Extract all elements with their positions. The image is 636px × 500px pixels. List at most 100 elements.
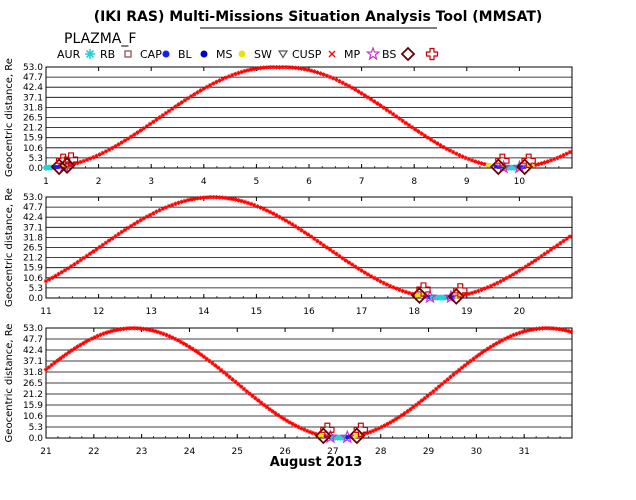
- panels: 0.05.310.615.921.226.531.837.142.447.753…: [4, 58, 574, 457]
- legend-label-aur: AUR: [57, 48, 81, 61]
- bs-crossing: [447, 287, 465, 305]
- y-tick-label: 31.8: [23, 368, 43, 378]
- legend-label-sw: SW: [254, 48, 272, 61]
- y-tick-label: 5.3: [29, 423, 43, 433]
- x-tick-label: 4: [201, 177, 207, 187]
- y-tick-label: 10.6: [23, 144, 43, 154]
- bs-plus-marker: [55, 153, 71, 168]
- x-tick-label: 21: [40, 447, 51, 457]
- x-tick-label: 13: [145, 307, 156, 317]
- legend-label-bs: BS: [382, 48, 396, 61]
- legend-symbol-mp: [365, 46, 381, 61]
- y-tick-label: 47.7: [23, 335, 43, 345]
- y-axis-label: Geocentric distance, Re: [4, 58, 15, 177]
- legend-symbol-cusp: [328, 50, 336, 58]
- bs-crossing: [410, 287, 428, 304]
- x-tick-label: 9: [464, 177, 470, 187]
- bs-crossing: [348, 427, 366, 445]
- legend-label-bl: BL: [178, 48, 193, 61]
- y-tick-label: 26.5: [23, 114, 43, 124]
- x-tick-label: 23: [136, 447, 147, 457]
- legend-symbol-plus: [425, 47, 439, 61]
- x-tick-label: 22: [88, 447, 99, 457]
- panel-2: 0.05.310.615.921.226.531.837.142.447.753…: [4, 188, 573, 317]
- legend-label-rb: RB: [100, 48, 115, 61]
- bs-plus-marker: [353, 422, 369, 438]
- y-tick-label: 47.7: [23, 73, 43, 83]
- legend-label-mp: MP: [344, 48, 360, 61]
- bs-plus-marker: [63, 152, 79, 167]
- aur-point: [442, 294, 449, 301]
- x-tick-label: 7: [359, 177, 365, 187]
- x-tick-label: 26: [279, 447, 291, 457]
- bs-crossing: [314, 427, 332, 445]
- y-axis-label: Geocentric distance, Re: [4, 188, 15, 307]
- y-tick-label: 37.1: [23, 223, 43, 233]
- y-tick-label: 42.4: [23, 346, 43, 356]
- panel-3: 0.05.310.615.921.226.531.837.142.447.753…: [4, 324, 574, 457]
- y-tick-label: 21.2: [23, 254, 43, 264]
- y-tick-label: 10.6: [23, 412, 43, 422]
- x-tick-label: 1: [43, 177, 49, 187]
- x-tick-label: 18: [408, 307, 420, 317]
- x-tick-label: 3: [148, 177, 154, 187]
- legend-label-cap: CAP: [140, 48, 162, 61]
- y-tick-label: 15.9: [23, 401, 43, 411]
- panel-frame: [45, 196, 573, 299]
- x-tick-label: 5: [254, 177, 260, 187]
- bs-crossing: [58, 157, 76, 174]
- x-tick-label: 15: [251, 307, 262, 317]
- mp-crossing: [323, 429, 338, 444]
- y-tick-label: 31.8: [23, 103, 43, 113]
- y-tick-label: 47.7: [23, 203, 43, 213]
- y-tick-label: 21.2: [23, 124, 43, 134]
- legend-label-cusp: CUSP: [292, 48, 322, 61]
- y-tick-label: 0.0: [29, 164, 44, 174]
- y-tick-label: 37.1: [23, 357, 43, 367]
- x-tick-label: 17: [356, 307, 367, 317]
- bs-plus-marker: [453, 283, 468, 298]
- x-tick-label: 25: [232, 447, 243, 457]
- bs-plus-marker: [521, 153, 536, 168]
- bs-crossing: [489, 158, 507, 176]
- x-tick-label: 19: [461, 307, 473, 317]
- y-tick-label: 0.0: [29, 294, 44, 304]
- y-tick-label: 26.5: [23, 244, 43, 254]
- y-tick-label: 21.2: [23, 390, 43, 400]
- legend-symbol-sw: [277, 50, 289, 59]
- legend-symbol-aur: [85, 49, 95, 59]
- x-tick-label: 6: [306, 177, 312, 187]
- y-tick-label: 10.6: [23, 274, 43, 284]
- legend-symbol-bl: [200, 50, 208, 58]
- figure-title: (IKI RAS) Multi-Missions Situation Analy…: [94, 9, 543, 25]
- y-tick-label: 15.9: [23, 134, 43, 144]
- x-tick-label: 11: [40, 307, 51, 317]
- legend-symbol-ms: [238, 50, 246, 58]
- y-axis-label: Geocentric distance, Re: [4, 324, 15, 443]
- legend-symbol-rb: [124, 50, 132, 58]
- x-tick-label: 27: [327, 447, 338, 457]
- y-tick-label: 42.4: [23, 213, 43, 223]
- bs-plus-marker: [495, 153, 510, 168]
- bs-crossing: [516, 158, 534, 176]
- x-tick-label: 31: [518, 447, 529, 457]
- panel-frame: [45, 327, 573, 439]
- x-tick-label: 14: [198, 307, 210, 317]
- x-tick-label: 10: [514, 177, 526, 187]
- y-tick-label: 42.4: [23, 83, 43, 93]
- y-tick-label: 0.0: [29, 434, 44, 444]
- bs-plus-marker: [416, 282, 431, 297]
- bs-crossing: [50, 158, 68, 176]
- x-axis-label: August 2013: [270, 455, 363, 470]
- y-tick-label: 5.3: [29, 284, 43, 294]
- legend-symbol-bs: [400, 46, 416, 62]
- aur-point: [48, 164, 55, 171]
- x-tick-label: 24: [184, 447, 196, 457]
- x-tick-label: 28: [375, 447, 387, 457]
- x-tick-label: 20: [514, 307, 526, 317]
- x-tick-label: 2: [96, 177, 102, 187]
- x-tick-label: 12: [93, 307, 104, 317]
- y-tick-label: 53.0: [23, 324, 43, 334]
- panel-1: 0.05.310.615.921.226.531.837.142.447.753…: [4, 58, 573, 187]
